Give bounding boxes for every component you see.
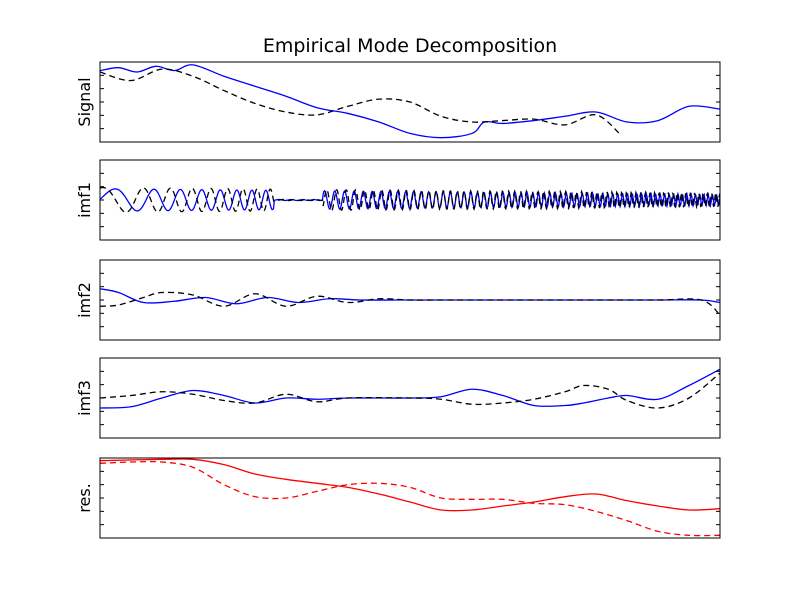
series-group [100, 458, 720, 537]
dashed-series-line [100, 460, 720, 537]
series-group [100, 288, 720, 316]
y-axis-label: res. [75, 483, 94, 513]
solid-series-line [100, 188, 720, 212]
panel-imf1: imf1 [75, 159, 721, 241]
axes-frame [99, 159, 721, 241]
series-group [100, 368, 720, 409]
solid-series-line [100, 368, 720, 409]
y-axis-label: imf3 [75, 380, 94, 416]
solid-series-line [100, 64, 720, 139]
dashed-series-line [100, 68, 622, 136]
chart-title: Empirical Mode Decomposition [263, 35, 557, 57]
solid-series-line [100, 288, 720, 305]
dashed-series-line [100, 186, 720, 213]
panel-res: res. [75, 457, 721, 539]
dashed-series-line [100, 372, 720, 409]
y-axis-label: imf2 [75, 282, 94, 318]
panel-imf2: imf2 [75, 259, 721, 341]
panel-signal: Signal [75, 61, 721, 143]
series-group [100, 186, 720, 213]
series-group [100, 64, 720, 139]
y-axis-label: imf1 [75, 182, 94, 218]
dashed-series-line [100, 291, 720, 316]
solid-series-line [100, 458, 720, 512]
panel-imf3: imf3 [75, 357, 721, 439]
panels-group: Signal imf1 imf2 imf3 res. [75, 61, 721, 539]
y-axis-label: Signal [75, 77, 94, 126]
axes-frame [99, 457, 721, 539]
